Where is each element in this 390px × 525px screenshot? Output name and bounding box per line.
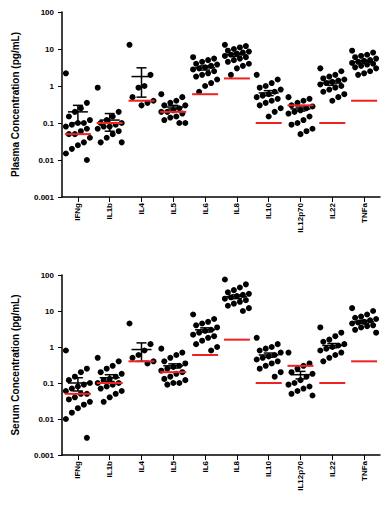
svg-text:IL4: IL4 xyxy=(137,460,146,472)
svg-text:10: 10 xyxy=(45,45,54,54)
svg-text:0.01: 0.01 xyxy=(38,156,54,165)
svg-text:IL5: IL5 xyxy=(169,202,178,214)
svg-text:IL10: IL10 xyxy=(264,460,273,477)
svg-text:IL8: IL8 xyxy=(232,460,241,472)
svg-text:0.01: 0.01 xyxy=(38,415,54,424)
svg-text:Plasma Concentration (pg/mL): Plasma Concentration (pg/mL) xyxy=(10,32,21,177)
svg-text:0.001: 0.001 xyxy=(34,193,55,202)
svg-text:IFNg: IFNg xyxy=(73,203,82,221)
svg-text:1: 1 xyxy=(50,343,55,352)
svg-text:0.1: 0.1 xyxy=(43,119,55,128)
svg-text:100: 100 xyxy=(41,271,55,280)
svg-text:IL8: IL8 xyxy=(232,202,241,214)
svg-text:IL5: IL5 xyxy=(169,460,178,472)
svg-text:TNFa: TNFa xyxy=(360,460,369,481)
svg-text:TNFa: TNFa xyxy=(360,202,369,223)
svg-text:IL6: IL6 xyxy=(201,460,210,472)
svg-text:IL22: IL22 xyxy=(328,202,337,219)
svg-text:IL12p70: IL12p70 xyxy=(296,460,305,490)
svg-text:1: 1 xyxy=(50,82,55,91)
svg-text:IL22: IL22 xyxy=(328,460,337,477)
svg-text:100: 100 xyxy=(41,8,55,17)
svg-text:IL6: IL6 xyxy=(201,202,210,214)
svg-text:Serum Concentration (pg/mL): Serum Concentration (pg/mL) xyxy=(10,294,21,435)
svg-text:IL1b: IL1b xyxy=(105,461,114,478)
svg-text:IL1b: IL1b xyxy=(105,203,114,220)
svg-text:10: 10 xyxy=(45,307,54,316)
svg-text:0.001: 0.001 xyxy=(34,451,55,460)
svg-text:IFNg: IFNg xyxy=(73,461,82,479)
svg-text:IL4: IL4 xyxy=(137,202,146,214)
svg-text:0.1: 0.1 xyxy=(43,379,55,388)
svg-text:IL10: IL10 xyxy=(264,202,273,219)
svg-text:IL12p70: IL12p70 xyxy=(296,202,305,232)
